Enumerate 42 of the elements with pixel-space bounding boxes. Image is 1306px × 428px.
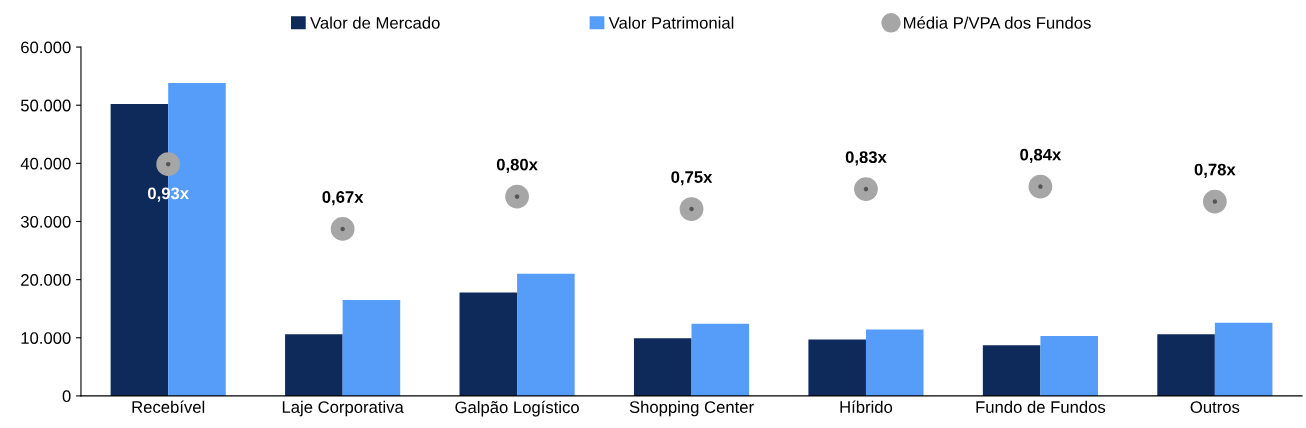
point [854, 177, 878, 201]
x-tick-label: Híbrido [840, 400, 893, 413]
point [1202, 189, 1227, 214]
bar [865, 329, 924, 396]
x-tick-label: Fundo de Fundos [976, 400, 1106, 413]
x-tick-label: Laje Corporativa [282, 400, 404, 417]
legend-label: Média P/VPA dos Fundos [904, 16, 1091, 29]
y-tick-label: 10.000 [21, 332, 71, 344]
bar [459, 292, 518, 396]
data-label: 0,84x [1020, 148, 1062, 163]
bar [1214, 322, 1273, 396]
point [505, 184, 529, 209]
bar [982, 345, 1041, 396]
x-tick-label: Recebível [132, 400, 205, 413]
bar [1040, 336, 1098, 396]
legend-label: Valor de Mercado [310, 16, 440, 29]
y-tick-label: 40.000 [20, 157, 71, 170]
y-tick-label: 60.000 [21, 41, 71, 54]
point [679, 197, 704, 221]
y-tick-label: 20.000 [21, 274, 71, 286]
bar [285, 334, 343, 396]
bar [808, 339, 866, 396]
point [1028, 174, 1053, 199]
x-tick-label: Outros [1190, 401, 1240, 413]
bar [633, 338, 692, 396]
data-label: 0,75x [671, 171, 713, 186]
point [156, 152, 181, 177]
x-tick-label: Galpão Logístico [455, 400, 579, 417]
data-label: 0,83x [845, 151, 887, 166]
point [330, 217, 355, 241]
data-label: 0,67x [322, 191, 364, 206]
x-tick-label: Shopping Center [629, 400, 754, 417]
data-label: 0,78x [1194, 163, 1236, 178]
legend-label: Valor Patrimonial [608, 16, 734, 29]
y-tick-label: 50.000 [20, 99, 71, 112]
bar [691, 323, 750, 396]
bar [342, 299, 401, 396]
bar [517, 273, 575, 396]
data-label: 0,80x [496, 158, 538, 173]
y-tick-label: 30.000 [20, 215, 71, 228]
y-tick-label: 0 [62, 390, 71, 403]
bar [1157, 334, 1215, 396]
